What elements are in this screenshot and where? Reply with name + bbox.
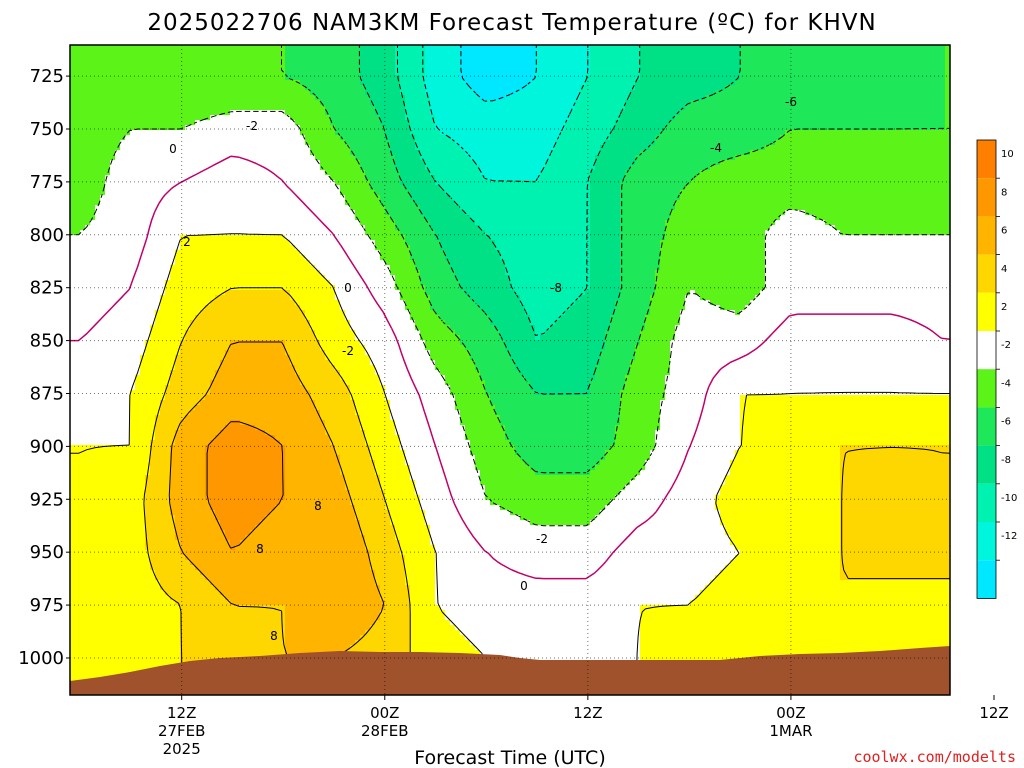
contour-line: [70, 233, 950, 663]
contour-label: 2: [183, 235, 191, 249]
chart-title: 2025022706 NAM3KM Forecast Temperature (…: [147, 10, 876, 36]
y-tick-label: 900: [30, 436, 64, 457]
colorbar-swatch: [977, 560, 996, 599]
temperature-contours: [70, 45, 950, 695]
colorbar-swatch: [977, 292, 996, 331]
colorbar-label: 10: [1001, 149, 1014, 160]
contour-label: -8: [550, 281, 562, 295]
colorbar-swatch: [977, 254, 996, 293]
colorbar-swatch: [977, 445, 996, 484]
colorbar-label: -8: [1001, 455, 1011, 466]
y-tick-label: 850: [30, 331, 64, 352]
colorbar-label: -2: [1001, 340, 1011, 351]
y-tick-label: 775: [30, 172, 64, 193]
contour-label: -6: [785, 95, 797, 109]
x-tick-label: 2025: [163, 740, 201, 758]
colorbar-label: 4: [1001, 264, 1007, 275]
colorbar-swatch: [977, 369, 996, 408]
y-tick-label: 950: [30, 542, 64, 563]
y-tick-label: 925: [30, 489, 64, 510]
contour-line: [206, 421, 284, 549]
x-axis-label: Forecast Time (UTC): [414, 747, 605, 768]
colorbar: 10 8 6 4 2 -2 -4 -6 -8 -10 -12: [976, 139, 1017, 599]
pressure-axis: 725 750 775 800 825 850 875 900 925 950 975 1000: [18, 66, 70, 669]
colorbar-label: 2: [1001, 302, 1007, 313]
x-tick-label: 27FEB: [158, 722, 205, 740]
contour-label: 0: [169, 142, 177, 156]
x-tick-label: 1MAR: [769, 722, 812, 740]
colorbar-swatch: [977, 216, 996, 255]
contour-line: [281, 45, 950, 474]
colorbar-swatch: [977, 407, 996, 446]
contour-label: 8: [270, 629, 278, 643]
contour-label: 8: [314, 499, 322, 513]
plot-frame: [69, 44, 951, 696]
x-tick-label: 12Z: [167, 704, 196, 722]
contour-line: [143, 287, 950, 695]
colorbar-label: 6: [1001, 226, 1007, 237]
contour-label: 0: [520, 579, 528, 593]
contour-line: [397, 45, 641, 336]
x-tick-label: 12Z: [573, 704, 602, 722]
colorbar-label: -6: [1001, 417, 1011, 428]
contour-line: [358, 45, 741, 395]
contour-label: 0: [344, 281, 352, 295]
colorbar-swatch: [977, 331, 996, 370]
colorbar-label: -10: [1001, 493, 1017, 504]
y-tick-label: 1000: [18, 648, 64, 669]
y-tick-label: 800: [30, 225, 64, 246]
colorbar-label: 8: [1001, 187, 1007, 198]
contour-label: -2: [536, 532, 548, 546]
x-tick-label: 00Z: [370, 704, 399, 722]
colorbar-swatch: [977, 140, 996, 179]
x-tick-label: 28FEB: [361, 722, 408, 740]
contour-labels: 0 -2 2 0 -2 8 8 8 0 -2 -8 -6 -4: [169, 95, 797, 643]
contour-line: [460, 45, 537, 102]
colorbar-swatch: [977, 483, 996, 522]
temperature-fill: [70, 45, 950, 695]
contour-line: [422, 45, 589, 183]
colorbar-label: -12: [1001, 531, 1017, 542]
colorbar-swatch: [977, 522, 996, 561]
contour-line: [168, 341, 385, 695]
y-tick-label: 825: [30, 278, 64, 299]
contour-label: -2: [246, 119, 258, 133]
credit-text: coolwx.com/modelts: [853, 748, 1016, 766]
contour-label: -2: [342, 344, 354, 358]
colorbar-swatch: [977, 178, 996, 217]
x-tick-label: 12Z: [979, 704, 1008, 722]
contour-label: 8: [256, 542, 264, 556]
grid-lines: [70, 45, 950, 695]
y-tick-label: 750: [30, 119, 64, 140]
colorbar-label: -4: [1001, 378, 1011, 389]
contour-label: -4: [710, 141, 722, 155]
y-tick-label: 725: [30, 66, 64, 87]
contour-line: [70, 110, 950, 527]
y-tick-label: 875: [30, 383, 64, 404]
x-tick-label: 00Z: [776, 704, 805, 722]
y-tick-label: 975: [30, 595, 64, 616]
contour-line: [70, 155, 950, 580]
